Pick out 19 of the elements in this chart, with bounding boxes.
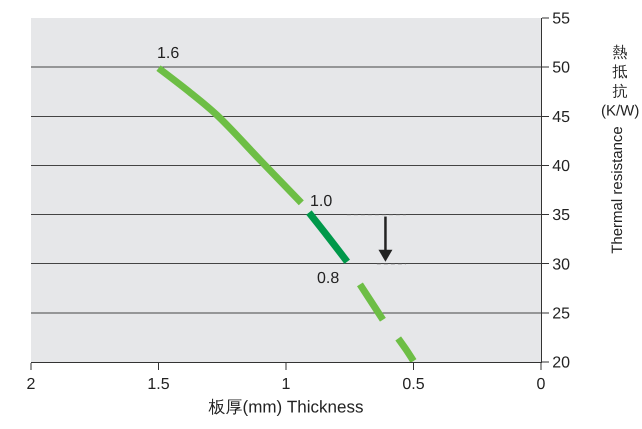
- y-axis-title: Thermal resistance: [609, 126, 626, 254]
- x-axis-title: 板厚(mm) Thickness: [208, 398, 364, 417]
- y-tick-label: 50: [552, 60, 570, 77]
- annotation: 1.6: [157, 45, 180, 62]
- y-tick-label: 55: [552, 10, 570, 28]
- y-tick-label: 25: [552, 305, 570, 322]
- x-tick-label: 0.5: [402, 376, 425, 394]
- y-tick-label: 40: [552, 158, 570, 176]
- x-tick-label: 2: [26, 376, 36, 394]
- y-tick-label: 35: [552, 207, 570, 224]
- text: 熱抵抗 (K/W): [601, 44, 640, 120]
- y-tick-label: 20: [552, 354, 570, 372]
- annotation: 1.0: [310, 193, 332, 210]
- y-tick-label: 45: [552, 108, 570, 126]
- x-tick-label: 0: [536, 376, 546, 394]
- x-tick-label: 1: [282, 376, 291, 394]
- y-tick-label: 30: [552, 256, 570, 274]
- x-tick-label: 1.5: [147, 376, 170, 394]
- annotation: 0.8: [317, 270, 340, 287]
